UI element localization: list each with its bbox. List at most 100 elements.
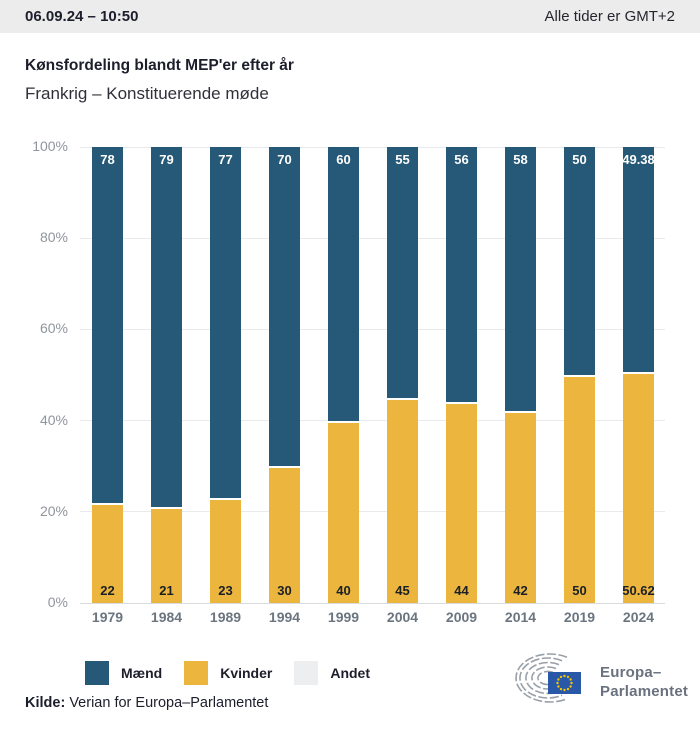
- timezone-note: Alle tider er GMT+2: [544, 8, 675, 25]
- bar-segment-men-2024: 49.38: [622, 147, 655, 373]
- x-tick-label-1984: 1984: [150, 609, 183, 625]
- bar-2009: 56 44: [446, 147, 477, 603]
- x-tick-label-2024: 2024: [622, 609, 655, 625]
- bar-segment-divider: [446, 402, 477, 405]
- logo-text-line2: Parlamentet: [600, 683, 689, 700]
- x-tick-label-2014: 2014: [504, 609, 537, 625]
- bar-value-men-2004: 55: [395, 152, 410, 167]
- bar-value-women-1999: 40: [336, 583, 351, 598]
- gridline-60: [80, 328, 665, 330]
- bar-value-men-2024: 49.38: [622, 152, 655, 167]
- bar-value-women-1994: 30: [277, 583, 292, 598]
- european-parliament-hemicycle-icon: [515, 653, 581, 703]
- bar-value-women-2014: 42: [513, 583, 528, 598]
- bar-segment-women-2024: 50.62: [622, 374, 655, 603]
- eu-flag-icon: [548, 672, 581, 694]
- bar-segment-women-2004: 45: [387, 399, 418, 603]
- bar-value-women-2009: 44: [454, 583, 469, 598]
- bar-segment-men-2019: 50: [564, 147, 595, 375]
- bar-segment-women-1999: 40: [328, 422, 359, 603]
- bar-2014: 58 42: [505, 147, 536, 603]
- bar-1989: 77 23: [210, 147, 241, 603]
- y-tick-label-20: 20%: [39, 502, 68, 519]
- x-tick-label-2009: 2009: [445, 609, 478, 625]
- bar-segment-women-1994: 30: [269, 468, 300, 603]
- bar-segment-divider: [328, 420, 359, 423]
- bar-1994: 70 30: [269, 147, 300, 603]
- logo-text-line1: Europa–: [600, 664, 662, 681]
- logo-text: Europa– Parlamentet: [600, 663, 688, 701]
- gridline-40: [80, 420, 665, 422]
- legend-label: Andet: [330, 665, 371, 681]
- bar-value-men-1979: 78: [100, 152, 115, 167]
- bar-segment-divider: [564, 375, 595, 377]
- gridline-20: [80, 511, 665, 513]
- bar-segment-men-1984: 79: [151, 147, 182, 508]
- bar-segment-women-1984: 21: [151, 509, 182, 603]
- bar-segment-men-2009: 56: [446, 147, 477, 403]
- y-tick-label-100: 100%: [32, 138, 68, 154]
- bar-segment-divider: [210, 498, 241, 501]
- timestamp: 06.09.24 – 10:50: [25, 8, 139, 25]
- bar-segment-divider: [151, 507, 182, 510]
- bar-segment-men-1994: 70: [269, 147, 300, 467]
- chart-title: Kønsfordeling blandt MEP'er efter år: [25, 57, 294, 74]
- bar-value-women-1979: 22: [100, 583, 115, 598]
- bar-value-men-2009: 56: [454, 152, 469, 167]
- gridline-80: [80, 237, 665, 239]
- legend-item-andet: Andet: [294, 661, 370, 685]
- bar-segment-men-1979: 78: [92, 147, 123, 503]
- gridline-0: [80, 602, 665, 604]
- header-bar: 06.09.24 – 10:50 Alle tider er GMT+2: [0, 0, 700, 33]
- bar-value-men-1984: 79: [159, 152, 174, 167]
- legend-label: Kvinder: [220, 665, 273, 681]
- x-tick-label-1994: 1994: [268, 609, 301, 625]
- y-tick-label-40: 40%: [39, 411, 68, 428]
- x-tick-label-1989: 1989: [209, 609, 242, 625]
- source-text: Verian for Europa–Parlamentet: [69, 695, 269, 711]
- bar-value-men-1994: 70: [277, 152, 292, 167]
- y-tick-label-60: 60%: [39, 320, 68, 337]
- bar-1979: 78 22: [92, 147, 123, 603]
- y-tick-label-80: 80%: [39, 229, 68, 246]
- x-tick-label-2019: 2019: [563, 609, 596, 625]
- bar-segment-divider: [92, 502, 123, 505]
- bar-1999: 60 40: [328, 147, 359, 603]
- legend: Mænd Kvinder Andet: [85, 661, 392, 685]
- bar-segment-women-2019: 50: [564, 377, 595, 603]
- x-tick-label-2004: 2004: [386, 609, 419, 625]
- legend-item-mænd: Mænd: [85, 661, 162, 685]
- legend-label: Mænd: [121, 665, 163, 681]
- bar-segment-men-2004: 55: [387, 147, 418, 398]
- logo: Europa– Parlamentet: [510, 652, 690, 706]
- chart-subtitle: Frankrig – Konstituerende møde: [25, 84, 269, 103]
- source-note: Kilde: Verian for Europa–Parlamentet: [25, 695, 268, 711]
- plot-area: 78 22 1979 79 21 1984 77 23 1989 70 30 1994 60 40 1999…: [80, 146, 665, 625]
- bar-segment-men-1989: 77: [210, 147, 241, 499]
- bar-segment-women-1979: 22: [92, 504, 123, 603]
- bar-value-men-1989: 77: [218, 152, 233, 167]
- bar-2019: 50 50: [564, 147, 595, 603]
- bar-value-women-2004: 45: [395, 583, 410, 598]
- source-label: Kilde:: [25, 695, 66, 711]
- bar-2024: 49.38 50.62: [622, 147, 655, 603]
- bar-segment-women-2014: 42: [505, 413, 536, 603]
- bar-value-women-2024: 50.62: [622, 583, 655, 598]
- gridline-100: [80, 146, 665, 148]
- x-tick-label-1979: 1979: [91, 609, 124, 625]
- bar-segment-men-1999: 60: [328, 147, 359, 421]
- bar-segment-divider: [505, 411, 536, 414]
- bar-segment-women-2009: 44: [446, 404, 477, 603]
- bar-value-women-1989: 23: [218, 583, 233, 598]
- y-tick-label-0: 0%: [47, 594, 68, 610]
- bar-value-men-1999: 60: [336, 152, 351, 167]
- bar-value-men-2014: 58: [513, 152, 528, 167]
- bar-1984: 79 21: [151, 147, 182, 603]
- legend-swatch: [294, 661, 319, 685]
- legend-swatch: [85, 661, 109, 685]
- bar-value-women-1984: 21: [159, 583, 174, 598]
- bar-segment-divider: [387, 397, 418, 400]
- bar-value-men-2019: 50: [572, 152, 587, 167]
- legend-item-kvinder: Kvinder: [184, 661, 272, 685]
